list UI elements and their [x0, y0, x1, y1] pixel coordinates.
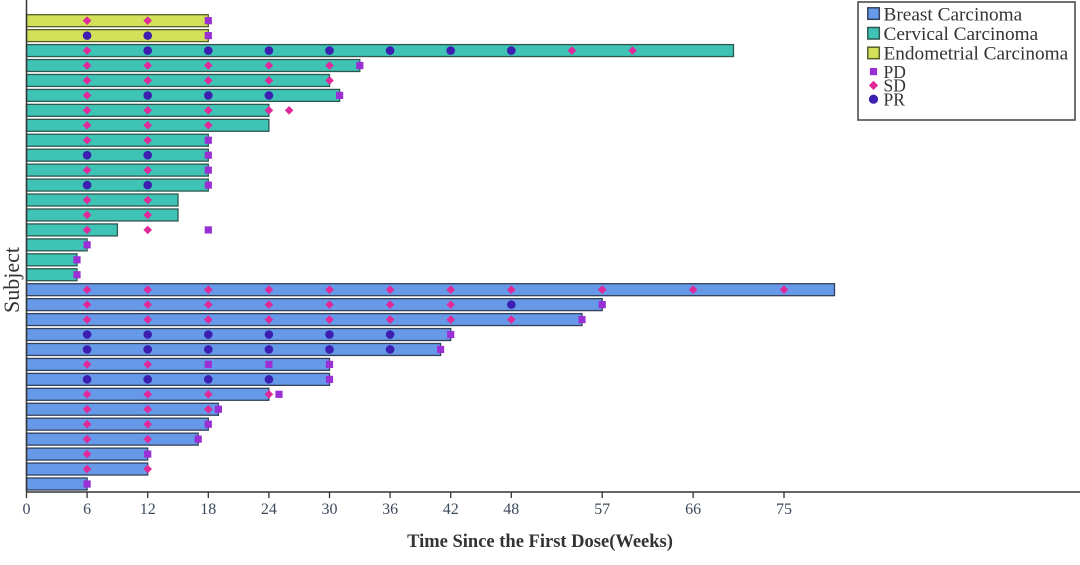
svg-text:18: 18	[200, 501, 216, 518]
svg-text:Endometrial Carcinoma: Endometrial Carcinoma	[884, 44, 1069, 65]
svg-text:Subject: Subject	[0, 247, 24, 313]
svg-text:42: 42	[443, 501, 459, 518]
svg-text:24: 24	[261, 501, 277, 518]
svg-text:75: 75	[776, 501, 792, 518]
svg-text:6: 6	[83, 501, 91, 518]
svg-text:Time Since the First Dose(Week: Time Since the First Dose(Weeks)	[407, 532, 673, 552]
svg-text:36: 36	[382, 501, 398, 518]
svg-text:Cervical Carcinoma: Cervical Carcinoma	[884, 24, 1039, 45]
svg-text:30: 30	[322, 501, 338, 518]
svg-text:Breast Carcinoma: Breast Carcinoma	[884, 4, 1023, 25]
svg-text:12: 12	[140, 501, 156, 518]
svg-text:66: 66	[685, 501, 701, 518]
svg-text:48: 48	[503, 501, 519, 518]
svg-text:0: 0	[23, 501, 31, 518]
svg-text:PR: PR	[884, 90, 906, 110]
svg-text:57: 57	[594, 501, 610, 518]
